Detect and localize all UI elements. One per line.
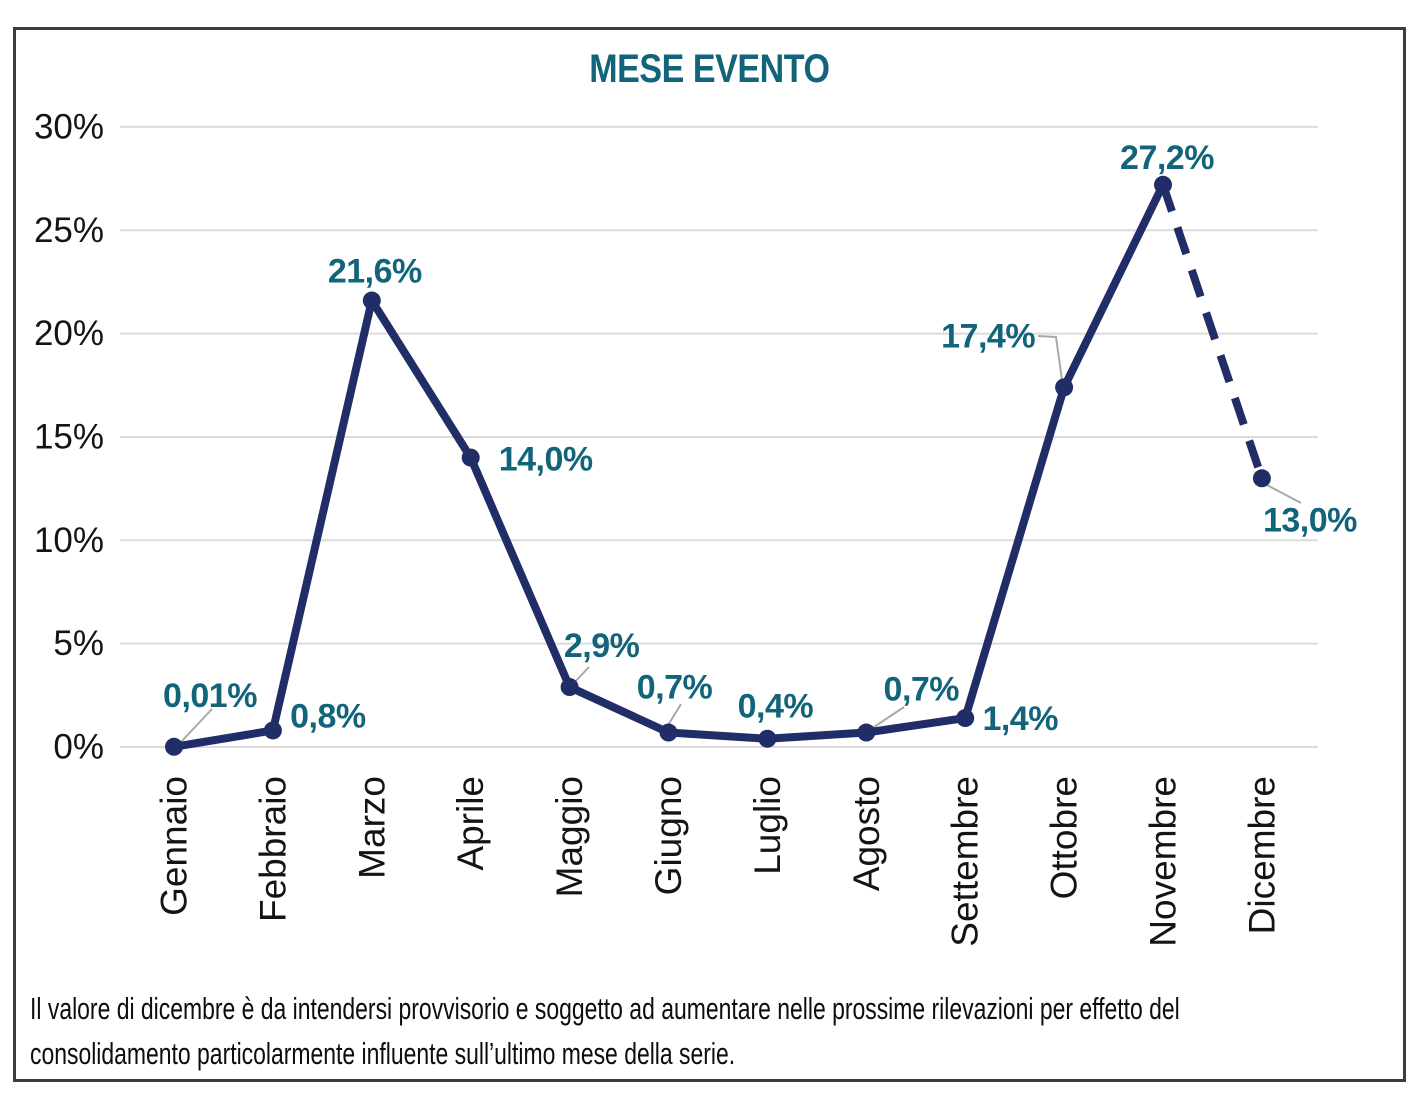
x-tick-label: Dicembre (1241, 776, 1282, 934)
footnote-line-2: consolidamento particolarmente influente… (30, 1036, 736, 1071)
leader-line (666, 703, 682, 728)
data-point-marker (461, 448, 480, 467)
data-point-label: 27,2% (1120, 139, 1214, 177)
y-tick-label: 30% (34, 107, 104, 146)
chart-title: MESE EVENTO (14, 47, 1404, 92)
data-point-marker (1055, 378, 1074, 397)
footnote-line-1: Il valore di dicembre è da intendersi pr… (30, 991, 1180, 1026)
x-tick-label: Settembre (945, 776, 986, 947)
leader-line (870, 706, 905, 730)
figure-frame (13, 27, 1406, 1082)
x-tick-label: Novembre (1143, 776, 1184, 947)
footnote: Il valore di dicembre è da intendersi pr… (30, 986, 1418, 1076)
data-point-marker (165, 737, 183, 756)
data-point-marker (659, 723, 678, 742)
data-point-marker (263, 721, 282, 740)
data-point-label: 2,9% (564, 627, 640, 665)
data-point-label: 0,7% (884, 671, 960, 709)
y-tick-label: 5% (53, 624, 104, 663)
data-point-marker (857, 723, 876, 742)
leader-line (179, 708, 213, 744)
x-tick-label: Ottobre (1044, 776, 1085, 899)
x-tick-label: Agosto (846, 776, 887, 891)
x-tick-label: Maggio (549, 776, 590, 897)
leader-line (1037, 335, 1063, 381)
chart-title-text: MESE EVENTO (588, 47, 830, 91)
data-point-label: 0,4% (738, 688, 814, 726)
data-point-marker (362, 291, 381, 310)
series-line (170, 180, 1167, 751)
leader-line (1266, 484, 1302, 504)
data-point-marker (560, 678, 579, 697)
y-tick-label: 20% (34, 314, 104, 353)
data-point-marker (1252, 469, 1271, 488)
data-point-label: 0,01% (163, 677, 257, 715)
data-point-label: 21,6% (328, 253, 422, 291)
data-point-label: 13,0% (1263, 501, 1357, 539)
x-tick-label: Giugno (648, 776, 689, 895)
data-point-label: 0,8% (290, 697, 366, 735)
data-point-label: 14,0% (499, 441, 593, 479)
data-point-label: 1,4% (982, 700, 1058, 738)
data-point-label: 17,4% (941, 317, 1035, 355)
data-point-marker (758, 729, 777, 748)
x-tick-label: Aprile (450, 776, 491, 871)
x-tick-label: Luglio (747, 776, 788, 875)
x-tick-label: Marzo (351, 776, 392, 879)
data-point-marker (956, 709, 975, 728)
x-tick-label: Febbraio (252, 776, 293, 922)
data-point-marker (1154, 175, 1172, 194)
y-tick-label: 0% (53, 728, 104, 767)
data-point-label: 0,7% (637, 669, 713, 707)
y-tick-label: 10% (34, 521, 104, 560)
x-tick-label: Gennaio (154, 776, 195, 916)
y-tick-label: 25% (34, 211, 104, 250)
y-tick-label: 15% (34, 417, 104, 456)
series-line-dashed (1159, 183, 1266, 480)
